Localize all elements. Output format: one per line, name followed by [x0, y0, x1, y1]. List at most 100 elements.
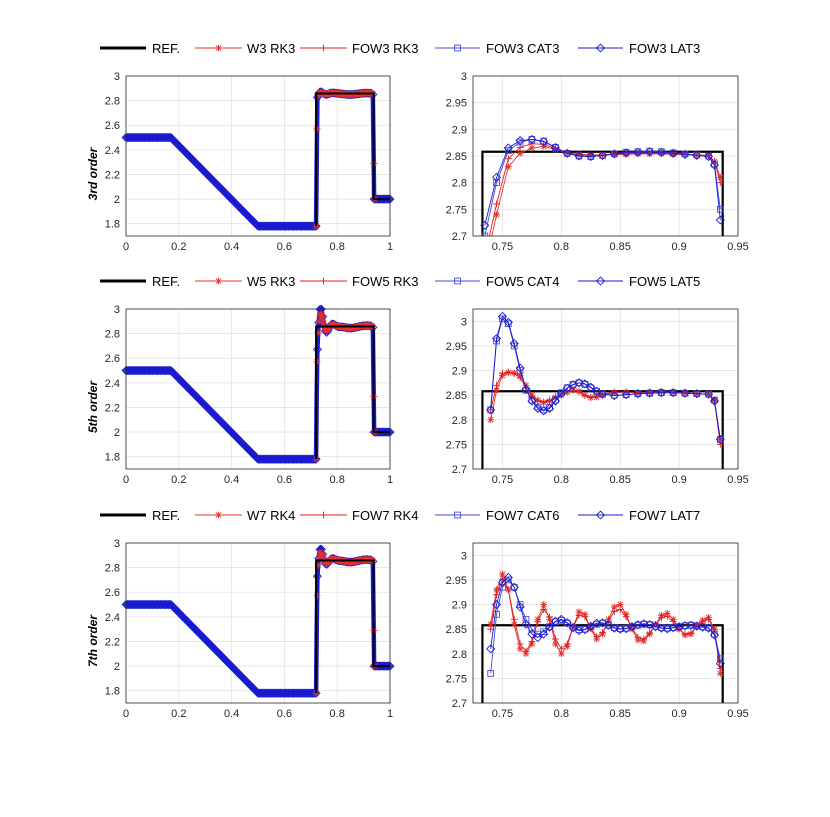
full-solution-marker	[381, 427, 391, 437]
zoom-y-tick-label: 2.95	[446, 575, 467, 587]
zoom-y-tick-label: 2.8	[452, 178, 467, 190]
legend: REF. W5 RK3 FOW5 RK3 FOW5 CAT4 FOW5 LAT5	[100, 274, 700, 289]
zoom-y-tick-label: 2.9	[452, 124, 467, 136]
data-point	[574, 378, 584, 388]
data-point	[581, 392, 589, 400]
data-point	[503, 572, 513, 583]
data-point	[603, 620, 613, 630]
data-point	[575, 388, 583, 396]
data-point	[557, 650, 565, 658]
zoom-series	[480, 134, 725, 236]
zoom-y-tick-label: 2.8	[452, 649, 467, 661]
data-point	[598, 618, 608, 628]
full-y-tick-label: 3	[114, 304, 120, 316]
data-point	[486, 405, 496, 415]
data-point	[609, 149, 619, 159]
zoom-x-tick-label: 0.95	[727, 241, 748, 253]
data-point	[610, 608, 618, 615]
data-point	[580, 625, 590, 635]
full-solution-marker	[311, 688, 321, 698]
full-x-tick-label: 0.4	[224, 474, 239, 486]
data-point	[704, 151, 714, 162]
data-point	[487, 670, 495, 677]
full-x-tick-label: 0.8	[330, 708, 345, 720]
zoom-plot: 0.75 0.8 0.85 0.9 0.95 2.7 2.75 2.8 2.85 2.9 2.95 3	[446, 308, 749, 486]
data-point	[562, 148, 572, 158]
data-point	[646, 629, 654, 637]
data-point	[622, 613, 630, 621]
full-x-tick-label: 0.8	[330, 241, 345, 253]
full-solution-marker	[381, 661, 391, 671]
data-point	[715, 215, 725, 225]
legend-label: FOW7 CAT6	[486, 508, 559, 523]
zoom-y-tick-label: 2.85	[446, 624, 467, 636]
data-point	[574, 151, 584, 161]
legend-marker	[215, 511, 222, 519]
data-point	[493, 211, 500, 219]
data-point	[515, 135, 525, 146]
zoom-x-tick-label: 0.95	[727, 708, 748, 720]
legend: REF. W7 RK4 FOW7 RK4 FOW7 CAT6 FOW7 LAT7	[100, 508, 700, 523]
data-point	[521, 384, 531, 394]
zoom-y-tick-label: 2.7	[452, 698, 467, 710]
data-point	[716, 173, 724, 181]
data-point	[493, 381, 500, 389]
data-point	[698, 622, 708, 632]
data-point	[709, 630, 719, 640]
data-point	[504, 155, 512, 163]
full-x-tick-label: 0	[123, 474, 129, 486]
data-point	[493, 179, 500, 187]
data-point	[504, 163, 512, 171]
full-y-tick-label: 2.2	[105, 169, 120, 181]
data-point	[575, 611, 583, 619]
full-x-tick-label: 0.2	[171, 241, 186, 253]
data-point	[493, 386, 500, 394]
data-point	[515, 363, 525, 373]
zoom-x-tick-label: 0.85	[610, 474, 631, 486]
data-point	[515, 602, 525, 612]
full-y-tick-label: 2	[114, 661, 120, 673]
legend-marker	[454, 277, 461, 285]
data-point	[552, 144, 559, 151]
data-point	[609, 623, 619, 633]
data-point	[634, 633, 642, 641]
zoom-x-tick-label: 0.9	[671, 474, 686, 486]
zoom-x-tick-label: 0.75	[492, 708, 513, 720]
data-point	[692, 389, 702, 399]
data-point	[568, 623, 578, 633]
data-point	[616, 601, 624, 608]
full-solution-marker	[384, 661, 394, 671]
data-point	[663, 612, 671, 620]
data-point	[563, 640, 571, 648]
data-point	[550, 396, 560, 406]
full-axes-box	[125, 75, 391, 237]
full-y-tick-label: 2.2	[105, 402, 120, 414]
zoom-x-tick-label: 0.8	[554, 241, 569, 253]
data-point	[510, 370, 518, 377]
full-solution-marker	[312, 344, 322, 354]
data-point	[645, 388, 655, 398]
data-point	[504, 368, 512, 376]
data-point	[680, 388, 690, 398]
data-point	[497, 577, 507, 587]
data-point	[621, 148, 631, 158]
data-point	[593, 633, 601, 640]
data-point	[540, 606, 548, 613]
legend-label: W7 RK4	[247, 508, 295, 523]
zoom-y-tick-label: 2.9	[452, 366, 467, 378]
legend-label: W3 RK3	[247, 41, 295, 56]
data-point	[580, 379, 590, 389]
data-point	[563, 149, 571, 157]
reference-line	[315, 559, 390, 694]
legend-marker	[320, 511, 327, 519]
full-x-tick-label: 0.6	[277, 241, 292, 253]
full-y-tick-label: 1.8	[105, 452, 120, 464]
series-line	[484, 139, 721, 226]
data-point	[563, 387, 571, 395]
legend-label: FOW5 RK3	[352, 274, 418, 289]
data-point	[528, 144, 536, 152]
data-point	[540, 601, 548, 608]
data-point	[599, 629, 606, 636]
full-solution-marker	[318, 550, 326, 558]
data-point	[556, 614, 566, 624]
